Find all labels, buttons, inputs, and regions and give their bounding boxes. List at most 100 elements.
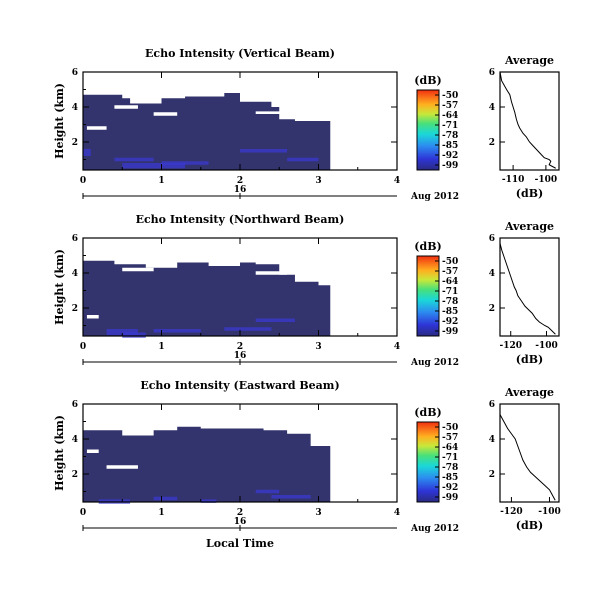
x-tick-label: 4 bbox=[394, 342, 400, 352]
average-y-tick-label: 6 bbox=[489, 400, 495, 410]
average-frame bbox=[499, 237, 560, 337]
heatmap-strong-echo-1 bbox=[114, 157, 154, 162]
colorbar bbox=[416, 421, 440, 503]
y-tick-label: 2 bbox=[72, 138, 78, 148]
average-x-tick-label: -120 bbox=[500, 507, 523, 517]
x-tick-label: 0 bbox=[80, 508, 86, 518]
colorbar-label: -57 bbox=[442, 101, 458, 111]
heatmap-strong-echo-2 bbox=[122, 163, 186, 169]
colorbar-label: -57 bbox=[442, 267, 458, 277]
x-tick-label: 1 bbox=[158, 176, 164, 186]
heatmap-strong-echo-4 bbox=[255, 318, 295, 322]
colorbar bbox=[416, 89, 440, 171]
x-tick-label: 1 bbox=[158, 508, 164, 518]
heatmap-gap-1 bbox=[122, 267, 154, 272]
colorbar-label: -71 bbox=[442, 453, 458, 463]
heatmap-strong-echo-3 bbox=[255, 489, 280, 494]
average-title: Average bbox=[504, 220, 554, 233]
heatmap-gap-3 bbox=[169, 407, 186, 413]
x-tick-label: 2 bbox=[237, 176, 243, 186]
panel-title: Echo Intensity (Eastward Beam) bbox=[140, 379, 339, 392]
heatmap-strong-echo-1 bbox=[153, 496, 178, 501]
average-profile-line bbox=[499, 243, 556, 335]
heatmap-strong-echo-0 bbox=[106, 329, 138, 336]
colorbar-label: -64 bbox=[442, 443, 458, 453]
heatmap-strong-echo-4 bbox=[240, 149, 288, 153]
x-tick-label: 4 bbox=[394, 176, 400, 186]
average-x-tick-label: -120 bbox=[499, 341, 522, 351]
x-tick-label: 0 bbox=[80, 176, 86, 186]
colorbar-label: -50 bbox=[442, 257, 458, 267]
average-x-tick-label: -100 bbox=[535, 341, 558, 351]
heatmap-gap-4 bbox=[302, 266, 319, 273]
heatmap-strong-echo-0 bbox=[83, 149, 91, 156]
y-tick-label: 6 bbox=[72, 234, 78, 244]
average-title: Average bbox=[504, 54, 554, 67]
y-tick-label: 6 bbox=[72, 400, 78, 410]
date-label: Aug 2012 bbox=[410, 358, 459, 368]
colorbar-label: -64 bbox=[442, 111, 458, 121]
panel-title: Echo Intensity (Vertical Beam) bbox=[145, 47, 335, 60]
x-tick-label: 2 bbox=[237, 508, 243, 518]
heatmap-gap-2 bbox=[279, 404, 303, 411]
colorbar-label: -92 bbox=[442, 151, 458, 161]
heatmap-gap-0 bbox=[86, 126, 107, 130]
y-tick-label: 4 bbox=[72, 103, 78, 113]
colorbar-label: -99 bbox=[442, 493, 458, 503]
heatmap-gap-4 bbox=[130, 404, 154, 410]
average-x-tick-label: -100 bbox=[535, 175, 558, 185]
heatmap-region bbox=[83, 260, 331, 336]
panel-1: Echo Intensity (Vertical Beam) 0 1 2 3 4 2 4 6 He… bbox=[53, 47, 560, 202]
average-y-tick-label: 2 bbox=[489, 304, 495, 314]
y-axis-label: Height (km) bbox=[53, 249, 66, 325]
x-tick-label: 3 bbox=[315, 508, 321, 518]
heatmap-strong-echo-3 bbox=[224, 327, 272, 331]
y-axis-label: Height (km) bbox=[53, 83, 66, 159]
colorbar-label: -50 bbox=[442, 91, 458, 101]
panel-3: Echo Intensity (Eastward Beam) 0 1 2 3 4 2 4 6 He… bbox=[53, 379, 561, 550]
colorbar-label: -57 bbox=[442, 433, 458, 443]
heatmap-strong-echo-4 bbox=[271, 495, 311, 499]
average-y-tick-label: 6 bbox=[489, 234, 495, 244]
average-title: Average bbox=[504, 386, 554, 399]
average-frame bbox=[499, 403, 560, 503]
colorbar-label: -85 bbox=[442, 473, 458, 483]
panel-2: Echo Intensity (Northward Beam)0 1 2 3 4246H… bbox=[53, 213, 560, 368]
colorbar-unit: (dB) bbox=[414, 406, 441, 419]
heatmap-gap-4 bbox=[287, 84, 303, 92]
colorbar-unit: (dB) bbox=[414, 240, 441, 253]
colorbar-label: -71 bbox=[442, 287, 458, 297]
y-tick-label: 2 bbox=[72, 304, 78, 314]
date-day-label: 16 bbox=[234, 185, 247, 195]
heatmap-strong-echo-5 bbox=[287, 157, 319, 162]
x-tick-label: 3 bbox=[315, 342, 321, 352]
y-axis-label: Height (km) bbox=[53, 415, 66, 491]
heatmap-gap-0 bbox=[86, 315, 99, 319]
average-y-tick-label: 6 bbox=[489, 68, 495, 78]
x-tick-label: 1 bbox=[158, 342, 164, 352]
colorbar-label: -99 bbox=[442, 327, 458, 337]
average-x-axis-label: (dB) bbox=[516, 519, 543, 532]
heatmap-strong-echo-1 bbox=[122, 332, 146, 338]
average-profile-panel: Average 2 4 6 -120 -100 (dB) bbox=[489, 386, 561, 532]
heatmap-gap-3 bbox=[114, 105, 138, 109]
date-label: Aug 2012 bbox=[410, 524, 459, 534]
heatmap-region bbox=[83, 426, 331, 502]
colorbar-label: -85 bbox=[442, 307, 458, 317]
colorbar-label: -64 bbox=[442, 277, 458, 287]
x-tick-label: 3 bbox=[315, 176, 321, 186]
average-x-axis-label: (dB) bbox=[516, 353, 543, 366]
colorbar bbox=[416, 255, 440, 337]
heatmap-gap-1 bbox=[106, 465, 138, 469]
average-profile-panel: Average 2 4 6 -110 -100 (dB) bbox=[489, 54, 560, 200]
average-frame bbox=[499, 71, 560, 171]
heatmap-gap-2 bbox=[255, 271, 288, 275]
heatmap-gap-5 bbox=[208, 86, 240, 93]
average-x-tick-label: -100 bbox=[538, 507, 561, 517]
panel-title: Echo Intensity (Northward Beam) bbox=[136, 213, 345, 226]
colorbar-label: -78 bbox=[442, 297, 458, 307]
x-axis-label: Local Time bbox=[206, 537, 274, 550]
heatmap-strong-echo-2 bbox=[153, 329, 201, 333]
average-y-tick-label: 4 bbox=[489, 269, 495, 279]
